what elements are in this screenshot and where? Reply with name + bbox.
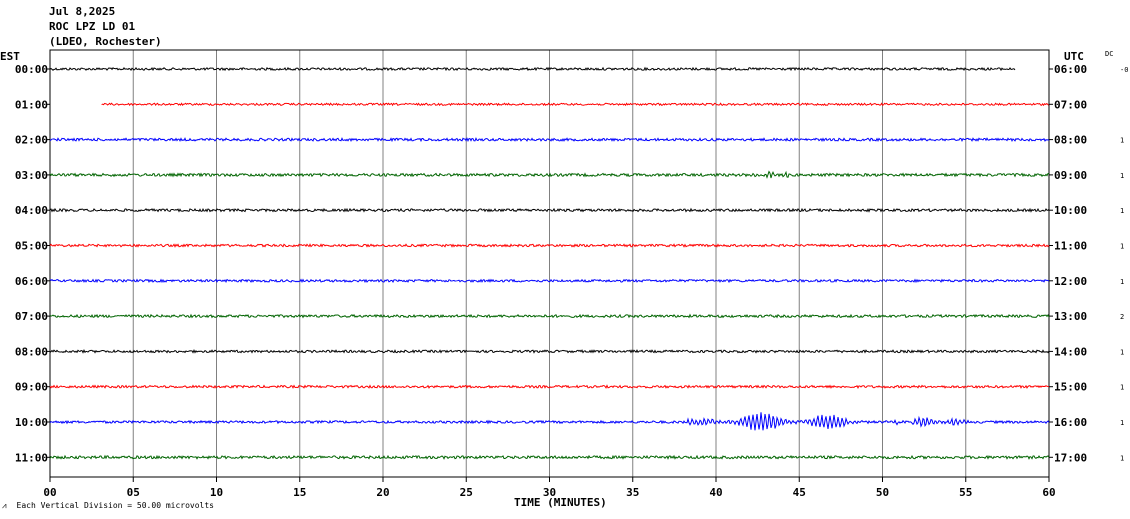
- x-tick-label-30: 30: [543, 486, 556, 499]
- x-tick-label-20: 20: [376, 486, 389, 499]
- est-label-1: 01:00: [15, 98, 48, 111]
- x-tick-label-15: 15: [293, 486, 306, 499]
- x-tick-label-25: 25: [460, 486, 473, 499]
- dc-value-10: 1: [1120, 419, 1124, 427]
- trace-5: [49, 243, 1050, 248]
- dc-value-4: 1: [1120, 207, 1124, 215]
- est-label-10: 10:00: [15, 416, 48, 429]
- est-label-8: 08:00: [15, 345, 48, 358]
- dc-value-3: 1: [1120, 172, 1124, 180]
- dc-value-0: -0: [1120, 66, 1128, 74]
- trace-4: [49, 207, 1050, 213]
- est-label-4: 04:00: [15, 204, 48, 217]
- dc-value-2: 1: [1120, 137, 1124, 145]
- est-label-6: 06:00: [15, 275, 48, 288]
- est-label-11: 11:00: [15, 451, 48, 464]
- est-label-3: 03:00: [15, 169, 48, 182]
- utc-label-4: 10:00: [1054, 204, 1087, 217]
- x-tick-label-40: 40: [709, 486, 722, 499]
- x-tick-label-60: 60: [1042, 486, 1055, 499]
- x-tick-label-50: 50: [876, 486, 889, 499]
- scale-note: ⩘ Each Vertical Division = 50.00 microvol…: [2, 501, 214, 510]
- est-label-5: 05:00: [15, 240, 48, 253]
- est-label-2: 02:00: [15, 134, 48, 147]
- utc-label-11: 17:00: [1054, 451, 1087, 464]
- est-label-0: 00:00: [15, 63, 48, 76]
- trace-2: [49, 137, 1050, 143]
- est-title: EST: [0, 50, 20, 63]
- trace-11: [49, 454, 1050, 460]
- trace-10: [49, 412, 1050, 431]
- utc-label-0: 06:00: [1054, 63, 1087, 76]
- utc-label-6: 12:00: [1054, 275, 1087, 288]
- dc-value-8: 1: [1120, 348, 1124, 356]
- x-tick-label-00: 00: [43, 486, 56, 499]
- trace-6: [49, 278, 1050, 284]
- utc-title: UTC: [1064, 50, 1084, 63]
- utc-label-10: 16:00: [1054, 416, 1087, 429]
- trace-9: [49, 384, 1050, 390]
- dc-value-7: 2: [1120, 313, 1124, 321]
- utc-label-1: 07:00: [1054, 98, 1087, 111]
- dc-title: DC: [1105, 50, 1114, 58]
- utc-label-2: 08:00: [1054, 134, 1087, 147]
- x-axis-title: TIME (MINUTES): [514, 496, 607, 509]
- dc-value-6: 1: [1120, 278, 1124, 286]
- trace-0: [49, 66, 1016, 72]
- station-label: ROC LPZ LD 01: [49, 20, 136, 33]
- x-tick-label-35: 35: [626, 486, 639, 499]
- utc-label-7: 13:00: [1054, 310, 1087, 323]
- x-tick-label-10: 10: [210, 486, 223, 499]
- utc-label-8: 14:00: [1054, 345, 1087, 358]
- trace-8: [49, 349, 1050, 354]
- dc-value-5: 1: [1120, 243, 1124, 251]
- utc-label-9: 15:00: [1054, 381, 1087, 394]
- est-label-9: 09:00: [15, 381, 48, 394]
- trace-3: [49, 170, 1050, 179]
- x-tick-label-05: 05: [127, 486, 140, 499]
- network-label: (LDEO, Rochester): [49, 35, 162, 48]
- trace-1: [101, 102, 1049, 107]
- x-tick-label-45: 45: [793, 486, 806, 499]
- date-label: Jul 8,2025: [49, 5, 116, 18]
- utc-label-3: 09:00: [1054, 169, 1087, 182]
- x-tick-label-55: 55: [959, 486, 972, 499]
- utc-label-5: 11:00: [1054, 240, 1087, 253]
- dc-value-9: 1: [1120, 384, 1124, 392]
- dc-value-11: 1: [1120, 454, 1124, 462]
- scale-note-text: Each Vertical Division = 50.00 microvolt…: [16, 501, 214, 510]
- est-label-7: 07:00: [15, 310, 48, 323]
- trace-7: [49, 313, 1050, 319]
